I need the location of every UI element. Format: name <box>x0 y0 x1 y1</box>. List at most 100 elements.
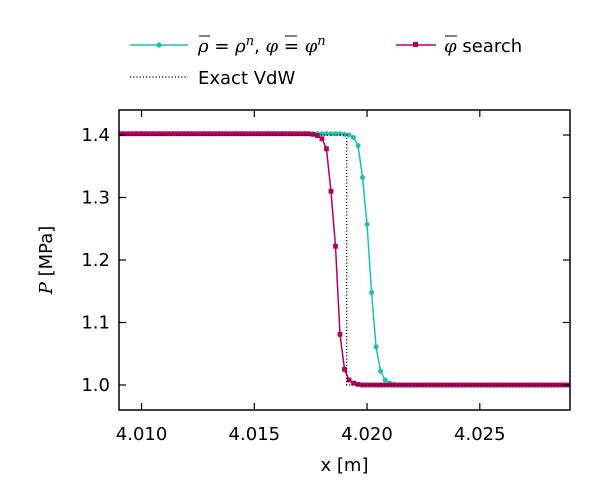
legend-label-series-3: Exact VdW <box>198 68 295 89</box>
data-point <box>121 131 126 137</box>
data-point <box>328 131 334 137</box>
data-point <box>337 331 343 337</box>
data-point <box>382 377 388 383</box>
data-point <box>454 382 460 388</box>
series-layer <box>119 131 570 388</box>
data-point <box>247 131 253 137</box>
data-point <box>364 382 370 388</box>
data-point <box>319 131 325 137</box>
data-point <box>477 382 483 388</box>
data-point <box>351 135 357 140</box>
data-point <box>310 131 316 137</box>
data-point <box>188 131 194 137</box>
y-tick-label: 1.3 <box>81 188 110 209</box>
data-point <box>400 382 406 388</box>
legend: ρ = ρn, φ = φn φ search Exact VdW <box>130 34 522 89</box>
data-point <box>229 131 235 137</box>
data-point <box>364 221 370 227</box>
data-point <box>139 131 144 137</box>
data-point <box>224 131 230 137</box>
data-point <box>148 131 153 137</box>
data-point <box>319 136 325 142</box>
x-tick-label: 4.010 <box>116 424 168 445</box>
legend-entry-series-2: φ search <box>396 35 522 57</box>
data-point <box>220 131 226 137</box>
data-point <box>351 380 356 386</box>
data-point <box>242 131 248 137</box>
data-point <box>373 382 379 388</box>
data-point <box>531 382 537 388</box>
series-line-3 <box>119 134 570 386</box>
data-point <box>265 131 271 137</box>
plot-area: 4.010 4.015 4.020 4.025 1.0 1.1 1.2 1.3 1.4 <box>81 109 571 445</box>
data-point <box>179 131 185 137</box>
data-point <box>418 382 424 388</box>
data-point <box>495 382 501 388</box>
data-point <box>206 131 212 137</box>
data-point <box>346 132 352 138</box>
data-point <box>211 131 217 137</box>
data-point <box>119 131 122 137</box>
x-tick-label: 4.015 <box>229 424 281 445</box>
legend-entry-series-1: ρ = ρn, φ = φn <box>130 34 326 57</box>
data-point <box>342 366 347 372</box>
series-line-2 <box>119 133 570 386</box>
data-point <box>278 131 284 137</box>
data-point <box>517 382 523 388</box>
data-point <box>333 243 338 249</box>
data-point <box>540 382 546 388</box>
y-tick-label: 1.0 <box>81 375 110 396</box>
data-point <box>396 382 402 388</box>
data-point <box>301 131 307 137</box>
series-line-1 <box>119 133 570 386</box>
data-point <box>161 131 167 137</box>
x-tick-label: 4.020 <box>341 424 393 445</box>
data-point <box>170 131 176 137</box>
data-point <box>297 131 302 137</box>
data-point <box>508 382 514 388</box>
data-point <box>125 131 131 137</box>
data-point <box>472 382 478 388</box>
data-point <box>328 188 334 194</box>
legend-label-series-1: ρ = ρn, φ = φn <box>197 34 326 57</box>
data-point <box>143 131 149 137</box>
data-point <box>486 382 492 388</box>
data-point <box>378 368 384 374</box>
data-point <box>184 131 190 137</box>
data-point <box>256 131 262 137</box>
data-point <box>152 131 158 137</box>
data-point <box>441 382 447 388</box>
data-point <box>157 131 162 137</box>
data-point <box>197 131 203 137</box>
y-axis: 1.0 1.1 1.2 1.3 1.4 <box>81 125 570 396</box>
y-axis-label: P [MPa] <box>36 226 57 296</box>
data-point <box>287 131 293 137</box>
data-point <box>409 382 415 388</box>
data-point <box>554 382 559 388</box>
data-point <box>527 382 532 388</box>
data-point <box>233 131 239 137</box>
data-point <box>432 382 438 388</box>
data-point <box>549 382 555 388</box>
x-axis: 4.010 4.015 4.020 4.025 <box>116 110 506 445</box>
data-point <box>355 143 361 149</box>
x-tick-label: 4.025 <box>454 424 506 445</box>
data-point <box>166 131 172 137</box>
data-point <box>283 131 289 137</box>
data-point <box>260 131 266 137</box>
data-point <box>450 382 456 388</box>
data-point <box>373 344 379 350</box>
data-point <box>423 382 429 388</box>
data-point <box>193 131 199 137</box>
data-point <box>134 131 140 137</box>
data-point <box>306 131 311 137</box>
x-axis-label: x [m] <box>321 455 369 476</box>
data-point <box>238 131 244 137</box>
y-tick-label: 1.2 <box>81 250 110 271</box>
data-point <box>378 382 383 388</box>
data-point <box>337 131 343 137</box>
legend-marker-series-1 <box>156 42 162 48</box>
data-point <box>360 175 366 180</box>
y-tick-label: 1.1 <box>81 313 110 334</box>
data-point <box>499 382 505 388</box>
